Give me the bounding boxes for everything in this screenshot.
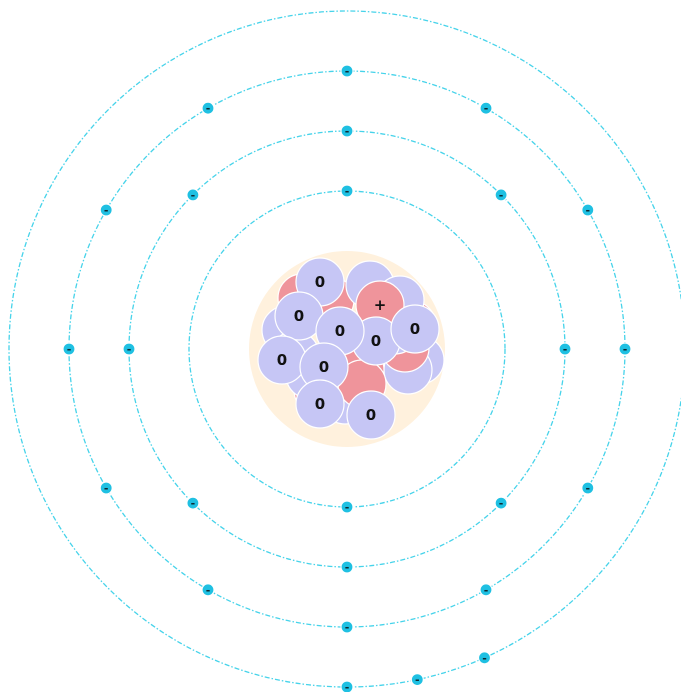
electron-dot — [340, 680, 354, 692]
electron-dot — [99, 203, 113, 217]
electron-sign: - — [206, 102, 211, 115]
electron: - — [201, 101, 215, 115]
electron-dot — [201, 101, 215, 115]
electron-dot — [558, 342, 572, 356]
electron: - — [618, 342, 632, 356]
electron-dot — [618, 342, 632, 356]
electron-sign: - — [345, 65, 350, 78]
neutron-sign: 0 — [410, 320, 420, 338]
neutron-ball — [390, 304, 440, 354]
electron: - — [581, 203, 595, 217]
electron-sign: - — [415, 674, 420, 687]
electron-sign: - — [104, 204, 109, 217]
electron-sign: - — [345, 621, 350, 634]
electron-sign: - — [482, 652, 487, 665]
electron-dot — [186, 188, 200, 202]
electron: - — [479, 101, 493, 115]
neutron: 0 — [346, 390, 396, 440]
neutron-ball — [295, 379, 345, 429]
electron: - — [186, 188, 200, 202]
electron-dot — [62, 342, 76, 356]
electron-dot — [494, 188, 508, 202]
electron-dot — [99, 481, 113, 495]
electron-sign: - — [191, 497, 196, 510]
neutron: 0 — [390, 304, 440, 354]
electron-sign: - — [499, 189, 504, 202]
electron-dot — [494, 496, 508, 510]
electron-dot — [340, 560, 354, 574]
neutron-sign: 0 — [315, 395, 325, 413]
neutron-sign: 0 — [319, 358, 329, 376]
neutron: 0 — [295, 379, 345, 429]
electron-dot — [581, 203, 595, 217]
electron-dot — [340, 620, 354, 634]
neutron-sign: 0 — [371, 332, 381, 350]
electron: - — [122, 342, 136, 356]
electron: - — [340, 124, 354, 138]
electron: - — [62, 342, 76, 356]
electron-sign: - — [345, 125, 350, 138]
shell-4-orbit — [8, 10, 681, 688]
electron: - — [340, 620, 354, 634]
electron: - — [558, 342, 572, 356]
electron-sign: - — [67, 343, 72, 356]
neutron-sign: 0 — [277, 351, 287, 369]
electron: - — [581, 481, 595, 495]
proton-sign: + — [374, 296, 387, 314]
electron: - — [477, 651, 492, 665]
electron: - — [99, 203, 113, 217]
electron-dot — [201, 583, 215, 597]
electron-dot — [410, 672, 424, 687]
electron-dot — [581, 481, 595, 495]
neutron-sign: 0 — [315, 273, 325, 291]
electron-dot — [340, 64, 354, 78]
electron: - — [479, 583, 493, 597]
electron: - — [494, 496, 508, 510]
electron: - — [201, 583, 215, 597]
electron: - — [340, 560, 354, 574]
neutron-ball — [346, 390, 396, 440]
electron: - — [186, 496, 200, 510]
electron-sign: - — [104, 482, 109, 495]
electron: - — [340, 500, 354, 514]
electron-dot — [340, 500, 354, 514]
electron-dot — [186, 496, 200, 510]
electron-sign: - — [345, 681, 350, 692]
electron-sign: - — [345, 185, 350, 198]
electron: - — [99, 481, 113, 495]
neutron-sign: 0 — [294, 307, 304, 325]
electron-sign: - — [586, 204, 591, 217]
electrons-group: - - - - - - - - - - - - - - - - - - - - - - - - - — [62, 64, 632, 692]
electron-dot — [122, 342, 136, 356]
electron-sign: - — [345, 501, 350, 514]
electron: - — [340, 680, 354, 692]
electron: - — [410, 672, 424, 687]
electron-dot — [340, 124, 354, 138]
electron-sign: - — [563, 343, 568, 356]
electron: - — [340, 64, 354, 78]
electron-dot — [479, 583, 493, 597]
shell-1-orbit — [188, 190, 506, 508]
electron-dot — [477, 651, 492, 665]
electron: - — [340, 184, 354, 198]
electron-sign: - — [586, 482, 591, 495]
electron-sign: - — [345, 561, 350, 574]
neutron-sign: 0 — [335, 322, 345, 340]
electron-sign: - — [191, 189, 196, 202]
neutron-sign: 0 — [366, 406, 376, 424]
electron: - — [494, 188, 508, 202]
electron-sign: - — [206, 584, 211, 597]
electron-dot — [479, 101, 493, 115]
proton: + — [355, 280, 405, 330]
electron-sign: - — [127, 343, 132, 356]
electron-dot — [340, 184, 354, 198]
electron-sign: - — [484, 584, 489, 597]
electron-sign: - — [484, 102, 489, 115]
electron-sign: - — [623, 343, 628, 356]
electron-sign: - — [499, 497, 504, 510]
neutron: 0 — [257, 335, 307, 385]
